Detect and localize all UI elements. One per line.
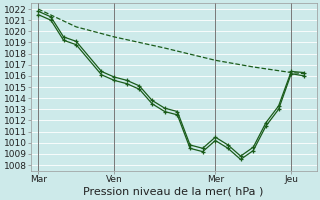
X-axis label: Pression niveau de la mer( hPa ): Pression niveau de la mer( hPa ) — [84, 187, 264, 197]
